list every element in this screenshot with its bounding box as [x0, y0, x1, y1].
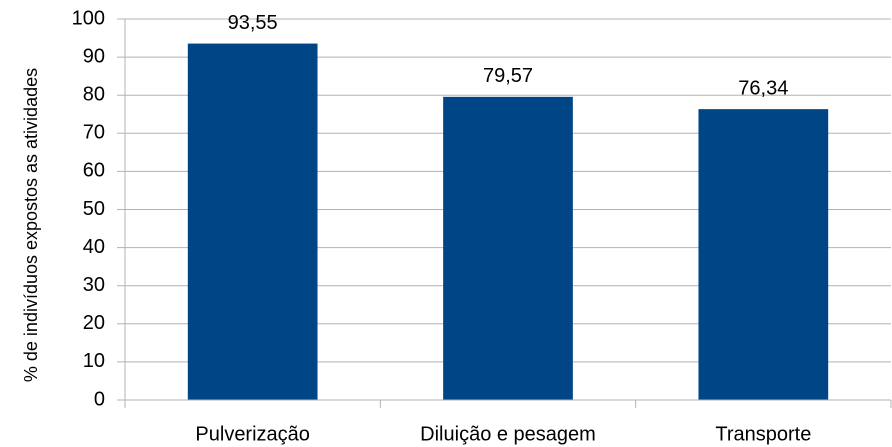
y-tick-label: 100: [72, 7, 105, 29]
data-label: 76,34: [738, 77, 788, 99]
y-tick-label: 70: [83, 122, 105, 144]
y-tick-label: 20: [83, 312, 105, 334]
y-tick-label: 10: [83, 350, 105, 372]
y-tick-label: 30: [83, 274, 105, 296]
bar: [443, 96, 573, 400]
y-tick-label: 80: [83, 83, 105, 105]
x-tick-label: Diluição e pesagem: [420, 423, 596, 445]
data-label: 79,57: [483, 65, 533, 87]
y-tick-label: 60: [83, 160, 105, 182]
bar: [187, 43, 318, 401]
y-tick-label: 40: [83, 236, 105, 258]
data-label: 93,55: [228, 12, 278, 34]
bar: [698, 109, 829, 401]
y-tick-label: 0: [94, 388, 105, 410]
y-tick-label: 90: [83, 45, 105, 67]
y-axis-title: % de indivíduos expostos as atividades: [21, 68, 41, 382]
x-tick-label: Transporte: [715, 423, 811, 445]
x-tick-label: Pulverização: [195, 423, 310, 445]
y-tick-label: 50: [83, 198, 105, 220]
